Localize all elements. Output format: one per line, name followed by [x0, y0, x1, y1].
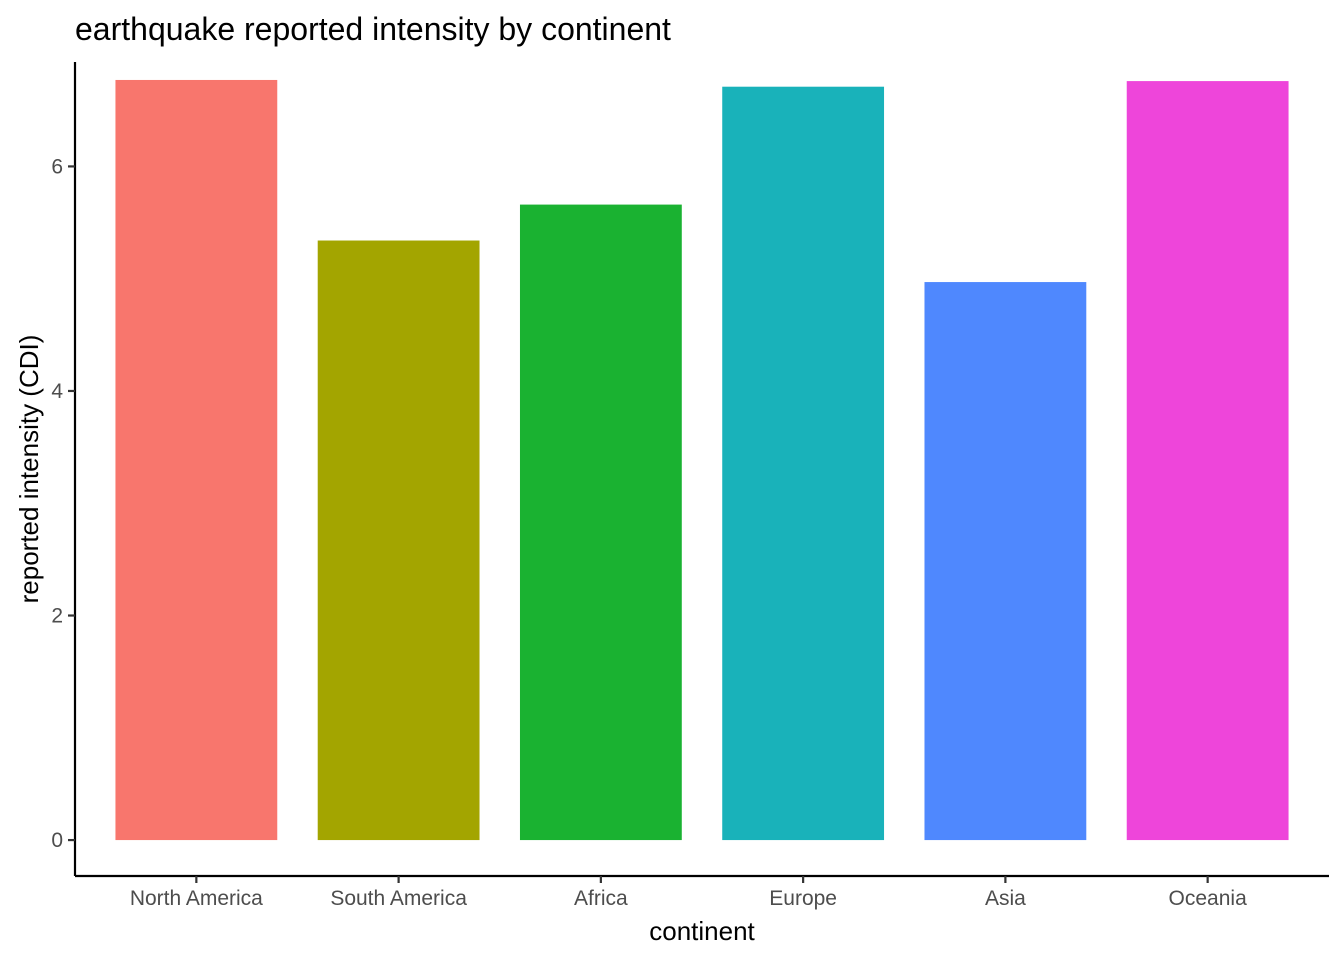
x-tick-label: South America — [330, 887, 467, 910]
y-tick-label: 0 — [51, 829, 63, 852]
bar-oceania — [1126, 81, 1289, 841]
bar-asia — [924, 282, 1087, 841]
chart-title: earthquake reported intensity by contine… — [75, 11, 671, 47]
bar-europe — [722, 86, 885, 841]
bars-group — [115, 79, 1289, 841]
x-axis-ticks: North America South America Africa Europe As… — [130, 876, 1247, 910]
y-tick-label: 4 — [51, 380, 63, 403]
bar-africa — [519, 204, 682, 841]
bar-north-america — [115, 79, 278, 841]
bar-south-america — [317, 240, 480, 841]
x-axis-title: continent — [649, 916, 755, 946]
x-tick-label: Asia — [985, 887, 1026, 910]
x-tick-label: North America — [130, 887, 263, 910]
x-tick-label: Oceania — [1169, 887, 1248, 910]
y-axis-ticks: 0 2 4 6 — [51, 155, 75, 852]
y-tick-label: 6 — [51, 155, 63, 178]
y-tick-label: 2 — [51, 605, 63, 628]
x-tick-label: Africa — [574, 887, 628, 910]
x-tick-label: Europe — [769, 887, 837, 910]
y-axis-title: reported intensity (CDI) — [14, 335, 44, 604]
